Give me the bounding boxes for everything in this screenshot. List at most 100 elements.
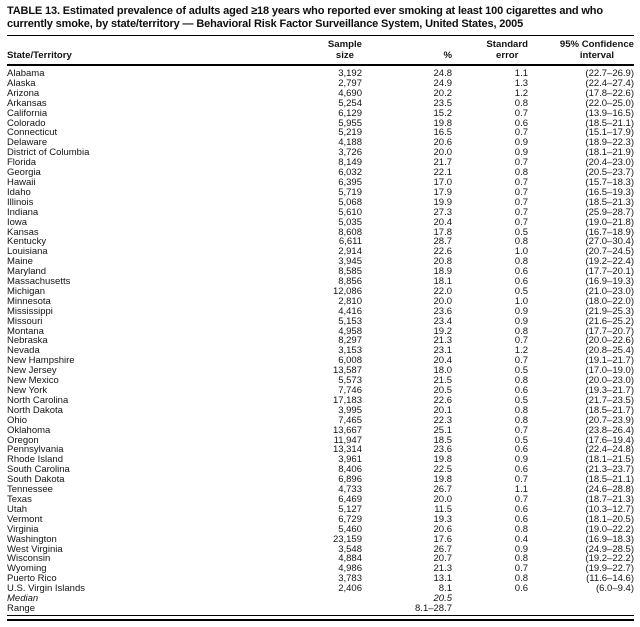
cell-percent: 20.5 bbox=[433, 386, 453, 396]
cell-state: Utah bbox=[7, 504, 28, 515]
cell-state: Hawaii bbox=[7, 177, 36, 188]
cell-sample-size: 5,610 bbox=[338, 207, 362, 218]
table-row: Minnesota 2,810 20.0 1.0 (18.0–22.0) bbox=[7, 297, 634, 307]
cell-percent: 23.6 bbox=[433, 306, 453, 317]
cell-standard-error: 0.7 bbox=[514, 207, 528, 218]
cell-state: Vermont bbox=[7, 514, 43, 525]
cell-percent: 20.0 bbox=[433, 148, 453, 159]
table-row: New Hampshire 6,008 20.4 0.7 (19.1–21.7) bbox=[7, 356, 634, 366]
cell-state: Connecticut bbox=[7, 128, 58, 139]
cell-standard-error: 1.0 bbox=[514, 247, 528, 258]
cell-confidence-interval: (18.1–21.5) bbox=[585, 455, 634, 466]
cell-standard-error: 0.7 bbox=[514, 177, 528, 188]
cell-percent: 13.1 bbox=[433, 574, 453, 585]
table-row: Wyoming 4,986 21.3 0.7 (19.9–22.7) bbox=[7, 564, 634, 574]
cell-sample-size: 13,587 bbox=[332, 366, 362, 377]
cell-confidence-interval: (18.0–22.0) bbox=[585, 296, 634, 307]
cell-confidence-interval: (16.9–18.3) bbox=[585, 534, 634, 545]
table-row: Pennsylvania 13,314 23.6 0.6 (22.4–24.8) bbox=[7, 445, 634, 455]
cell-sample-size: 3,726 bbox=[338, 148, 362, 159]
cell-state: Texas bbox=[7, 494, 32, 505]
cell-confidence-interval: (23.8–26.4) bbox=[585, 425, 634, 436]
cell-state: Indiana bbox=[7, 207, 39, 218]
cell-standard-error: 0.7 bbox=[514, 197, 528, 208]
cell-sample-size: 5,719 bbox=[338, 187, 362, 198]
cell-standard-error: 0.7 bbox=[514, 128, 528, 139]
cell-state: Rhode Island bbox=[7, 455, 63, 466]
cell-percent: 27.3 bbox=[433, 207, 453, 218]
cell-state: Nevada bbox=[7, 346, 40, 357]
cell-sample-size: 3,995 bbox=[338, 405, 362, 416]
cell-sample-size: 8,297 bbox=[338, 336, 362, 347]
table-body: Alabama 3,192 24.8 1.1 (22.7–26.9) Alaska 2,79… bbox=[7, 65, 634, 614]
cell-standard-error: 0.8 bbox=[514, 554, 528, 565]
cell-confidence-interval: (20.0–23.0) bbox=[585, 376, 634, 386]
cell-state: New Mexico bbox=[7, 376, 59, 386]
table-bottom-rule-thin bbox=[7, 614, 634, 616]
cell-standard-error: 1.2 bbox=[514, 88, 528, 99]
cell-confidence-interval: (18.5–21.1) bbox=[585, 118, 634, 129]
table-header: State/Territory Sample size % Standard e… bbox=[7, 36, 634, 66]
cell-standard-error: 0.9 bbox=[514, 306, 528, 317]
cell-confidence-interval: (13.9–16.5) bbox=[585, 108, 634, 119]
cell-sample-size bbox=[287, 594, 362, 604]
cell-sample-size: 6,469 bbox=[338, 494, 362, 505]
cell-confidence-interval: (19.1–21.7) bbox=[585, 356, 634, 367]
cell-confidence-interval: (16.5–19.3) bbox=[585, 187, 634, 198]
cell-confidence-interval: (19.9–22.7) bbox=[585, 564, 634, 575]
cell-sample-size: 5,219 bbox=[338, 128, 362, 139]
table-row: North Carolina 17,183 22.6 0.5 (21.7–23.5) bbox=[7, 396, 634, 406]
table-row: Iowa 5,035 20.4 0.7 (19.0–21.8) bbox=[7, 218, 634, 228]
table-row: Idaho 5,719 17.9 0.7 (16.5–19.3) bbox=[7, 188, 634, 198]
cell-sample-size: 6,129 bbox=[338, 108, 362, 119]
cell-percent: 23.1 bbox=[433, 346, 453, 357]
cell-percent: 20.0 bbox=[433, 296, 453, 307]
cell-percent: 21.7 bbox=[433, 158, 453, 169]
cell-percent: 18.0 bbox=[433, 366, 453, 377]
table-row: Nevada 3,153 23.1 1.2 (20.8–25.4) bbox=[7, 346, 634, 356]
cell-standard-error: 0.8 bbox=[514, 326, 528, 337]
cell-percent: 26.7 bbox=[433, 544, 453, 555]
cell-standard-error: 0.9 bbox=[514, 544, 528, 555]
cell-confidence-interval: (18.1–20.5) bbox=[585, 514, 634, 525]
cell-state: Georgia bbox=[7, 168, 41, 178]
cell-standard-error: 0.9 bbox=[514, 455, 528, 466]
cell-confidence-interval: (19.0–22.2) bbox=[585, 524, 634, 535]
table-row: Mississippi 4,416 23.6 0.9 (21.9–25.3) bbox=[7, 307, 634, 317]
cell-sample-size: 23,159 bbox=[332, 534, 362, 545]
cell-sample-size: 3,153 bbox=[338, 346, 362, 357]
cell-confidence-interval: (10.3–12.7) bbox=[585, 504, 634, 515]
cell-sample-size: 6,395 bbox=[338, 177, 362, 188]
cell-state: Alaska bbox=[7, 78, 36, 89]
table-row: Montana 4,958 19.2 0.8 (17.7–20.7) bbox=[7, 327, 634, 337]
cell-confidence-interval: (24.9–28.5) bbox=[585, 544, 634, 555]
cell-sample-size: 3,192 bbox=[338, 68, 362, 79]
cell-percent: 17.6 bbox=[433, 534, 453, 545]
cell-state: New Jersey bbox=[7, 366, 57, 377]
cell-percent: 24.8 bbox=[433, 68, 453, 79]
cell-percent: 17.8 bbox=[433, 227, 453, 238]
cell-confidence-interval: (19.3–21.7) bbox=[585, 386, 634, 396]
table-row: New Jersey 13,587 18.0 0.5 (17.0–19.0) bbox=[7, 366, 634, 376]
cell-confidence-interval: (20.7–23.9) bbox=[585, 415, 634, 426]
table-row: Nebraska 8,297 21.3 0.7 (20.0–22.6) bbox=[7, 336, 634, 346]
cell-state: California bbox=[7, 108, 48, 119]
column-header-confidence-interval: 95% Confidence interval bbox=[528, 36, 634, 66]
table-row: Delaware 4,188 20.6 0.9 (18.9–22.3) bbox=[7, 138, 634, 148]
cell-standard-error: 0.7 bbox=[514, 425, 528, 436]
cell-standard-error: 0.9 bbox=[514, 316, 528, 327]
cell-sample-size: 5,460 bbox=[338, 524, 362, 535]
cell-state: Washington bbox=[7, 534, 57, 545]
cell-confidence-interval: (20.0–22.6) bbox=[585, 336, 634, 347]
cell-standard-error: 0.7 bbox=[514, 158, 528, 169]
table-row: Wisconsin 4,884 20.7 0.8 (19.2–22.2) bbox=[7, 554, 634, 564]
cell-state: District of Columbia bbox=[7, 148, 90, 159]
cell-percent: 20.5 bbox=[433, 594, 453, 604]
cell-state: Delaware bbox=[7, 138, 48, 149]
cell-standard-error: 0.8 bbox=[514, 574, 528, 585]
table-row: Kansas 8,608 17.8 0.5 (16.7–18.9) bbox=[7, 228, 634, 238]
cell-percent: 23.6 bbox=[433, 445, 453, 456]
cell-sample-size: 17,183 bbox=[332, 395, 362, 406]
table-row: Louisiana 2,914 22.6 1.0 (20.7–24.5) bbox=[7, 247, 634, 257]
cell-standard-error: 0.5 bbox=[514, 395, 528, 406]
